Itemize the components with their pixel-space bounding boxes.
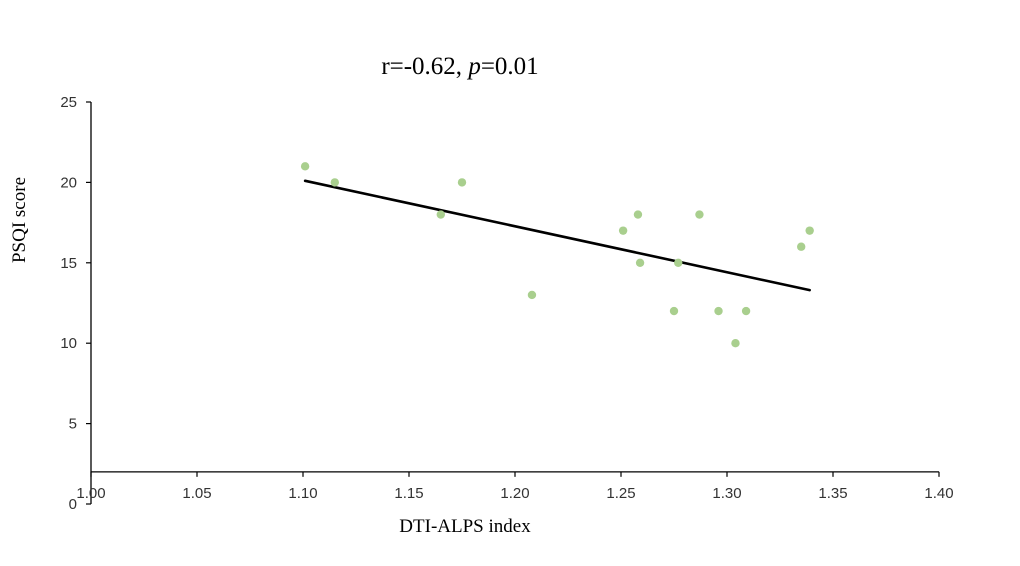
data-point bbox=[695, 210, 704, 219]
y-tick-label: 25 bbox=[60, 94, 77, 111]
x-tick-label: 1.30 bbox=[712, 485, 741, 502]
x-tick-label: 1.05 bbox=[182, 485, 211, 502]
data-point bbox=[436, 210, 445, 219]
y-tick-label: 0 bbox=[69, 496, 77, 513]
data-point bbox=[805, 226, 814, 235]
y-tick-label: 10 bbox=[60, 335, 77, 352]
data-point bbox=[527, 290, 537, 300]
data-point bbox=[714, 306, 723, 316]
data-point bbox=[741, 306, 751, 316]
trendline-group bbox=[303, 179, 811, 292]
axes bbox=[90, 102, 939, 504]
data-point bbox=[330, 178, 339, 187]
x-tick-label: 1.00 bbox=[76, 485, 105, 502]
chart-title: r=-0.62, p=0.01 bbox=[381, 53, 538, 80]
data-point bbox=[797, 242, 806, 251]
x-tick-label: 1.40 bbox=[924, 485, 953, 502]
data-point bbox=[669, 306, 679, 316]
y-axis-label: PSQI score bbox=[9, 177, 30, 263]
data-point bbox=[731, 339, 740, 348]
trendline bbox=[303, 179, 811, 292]
points-group bbox=[300, 162, 814, 348]
data-point bbox=[674, 258, 683, 267]
x-tick-label: 1.15 bbox=[394, 485, 423, 502]
x-tick-label: 1.25 bbox=[606, 485, 635, 502]
y-tick-label: 15 bbox=[60, 255, 77, 272]
ticks: 0 5 10 15 20 25 1.00 1.05 1.10 1.15 1.20 1.25 1.30 1.… bbox=[60, 94, 953, 513]
title-p-value: =0.01 bbox=[481, 53, 539, 80]
data-point bbox=[300, 162, 310, 171]
title-p-italic: p bbox=[466, 53, 481, 80]
data-point bbox=[618, 226, 628, 235]
data-point bbox=[457, 178, 467, 187]
data-point bbox=[635, 258, 645, 267]
x-tick-label: 1.10 bbox=[288, 485, 317, 502]
y-tick-label: 5 bbox=[69, 416, 77, 433]
x-axis-label: DTI-ALPS index bbox=[399, 516, 531, 537]
title-r-text: r=-0.62, bbox=[381, 53, 468, 80]
x-tick-label: 1.35 bbox=[818, 485, 847, 502]
y-tick-label: 20 bbox=[60, 174, 77, 191]
x-tick-label: 1.20 bbox=[500, 485, 529, 502]
data-point bbox=[633, 210, 643, 219]
